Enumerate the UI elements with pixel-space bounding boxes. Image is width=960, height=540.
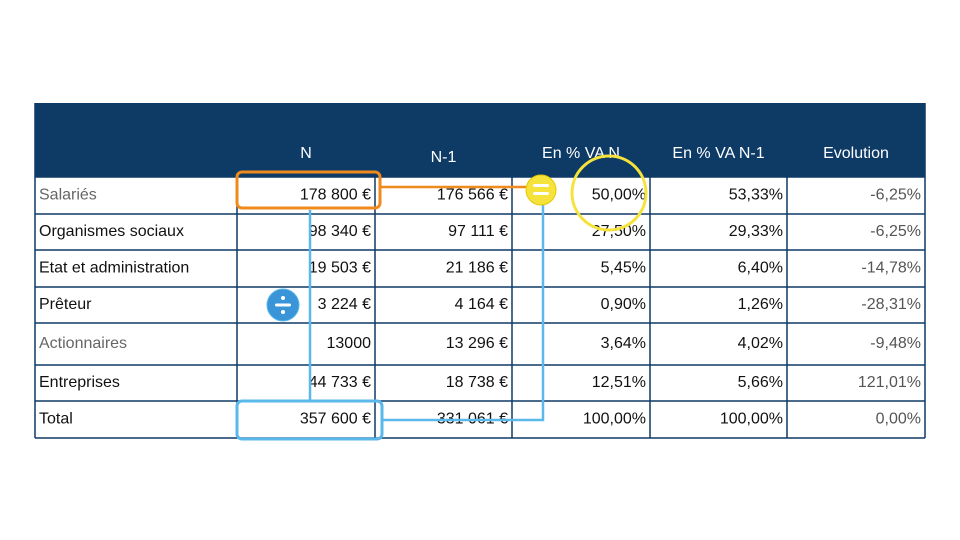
header-cell: N [300, 145, 312, 162]
header-cell: Evolution [823, 145, 889, 162]
cell: 12,51% [592, 374, 646, 391]
row-label: Actionnaires [39, 335, 127, 352]
cell: 121,01% [858, 374, 921, 391]
cell: 21 186 € [446, 260, 508, 277]
blue-connector [382, 205, 545, 422]
cell: 357 600 € [300, 411, 371, 428]
row-label: Salariés [39, 187, 97, 204]
cell: 4 164 € [455, 296, 508, 313]
cell: 3,64% [601, 335, 646, 352]
cell: -6,25% [870, 223, 921, 240]
cell: 98 340 € [309, 223, 371, 240]
divide-dot [281, 310, 285, 314]
equals-bar [533, 192, 549, 195]
cell: 6,40% [738, 260, 783, 277]
yellow-ring [570, 154, 648, 232]
cell: 13000 [327, 335, 372, 352]
divide-dot [281, 296, 285, 300]
cell: -14,78% [861, 260, 921, 277]
cell: 18 738 € [446, 374, 508, 391]
cell: 0,00% [876, 411, 921, 428]
cell: 176 566 € [437, 187, 508, 204]
header-cell: En % VA N-1 [672, 145, 764, 162]
row-label: Entreprises [39, 374, 120, 391]
cell: 5,66% [738, 374, 783, 391]
cell: 19 503 € [309, 260, 371, 277]
cell: 29,33% [729, 223, 783, 240]
cell: 44 733 € [309, 374, 371, 391]
divide-bar [275, 303, 291, 307]
cell: 178 800 € [300, 187, 371, 204]
cell: 4,02% [738, 335, 783, 352]
cell: 0,90% [601, 296, 646, 313]
cell: 3 224 € [318, 296, 371, 313]
header-cell: En % VA N [542, 145, 620, 162]
cell: -28,31% [861, 296, 921, 313]
header-band [35, 103, 925, 177]
cell: 100,00% [583, 411, 646, 428]
row-label: Prêteur [39, 296, 92, 313]
blue-highlight [235, 399, 384, 441]
equals-badge [525, 174, 557, 206]
cell: -9,48% [870, 335, 921, 352]
cell: 13 296 € [446, 335, 508, 352]
equals-bar [533, 184, 549, 187]
row-label: Etat et administration [39, 260, 189, 277]
cell: 50,00% [592, 187, 646, 204]
cell: 5,45% [601, 260, 646, 277]
header-cell: N-1 [431, 149, 457, 166]
row-label: Organismes sociaux [39, 223, 184, 240]
row-label: Total [39, 411, 73, 428]
cell: 27,50% [592, 223, 646, 240]
cell: 1,26% [738, 296, 783, 313]
orange-highlight [235, 170, 382, 210]
cell: 97 111 € [448, 223, 508, 240]
cell: 100,00% [720, 411, 783, 428]
cell: -6,25% [870, 187, 921, 204]
cell: 53,33% [729, 187, 783, 204]
